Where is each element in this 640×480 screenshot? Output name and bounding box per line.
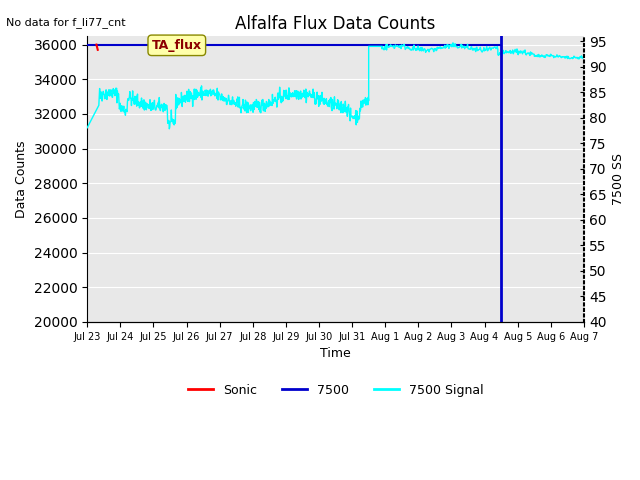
Title: Alfalfa Flux Data Counts: Alfalfa Flux Data Counts <box>236 15 436 33</box>
X-axis label: Time: Time <box>320 347 351 360</box>
Text: TA_flux: TA_flux <box>152 39 202 52</box>
Y-axis label: Data Counts: Data Counts <box>15 140 28 218</box>
Legend: Sonic, 7500, 7500 Signal: Sonic, 7500, 7500 Signal <box>183 379 488 402</box>
Text: No data for f_li77_cnt: No data for f_li77_cnt <box>6 17 126 28</box>
Y-axis label: 7500 SS: 7500 SS <box>612 153 625 205</box>
